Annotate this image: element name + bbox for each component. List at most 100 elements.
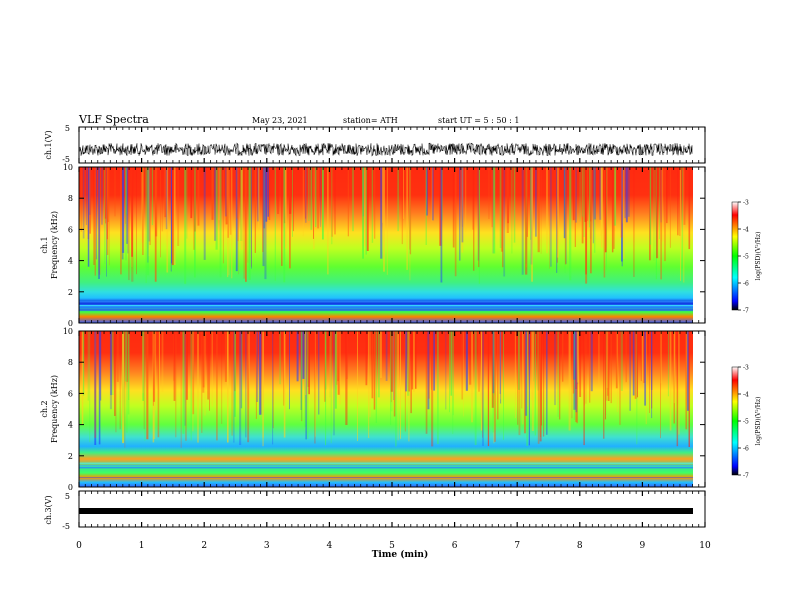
streaks1-streak <box>383 167 385 272</box>
streaks2-streak <box>610 331 612 404</box>
streaks1-streak <box>564 167 567 265</box>
streaks1-streak <box>365 167 367 255</box>
streaks1-streak <box>148 167 150 257</box>
streaks1-streak <box>386 167 388 275</box>
streaks1-streak <box>401 167 403 245</box>
streaks2-streak <box>186 331 188 400</box>
streaks2-streak <box>576 331 579 383</box>
streaks1-streak <box>322 167 324 240</box>
streaks1-streak <box>94 167 96 276</box>
streaks1-streak <box>331 167 333 237</box>
streaks1-streak <box>222 167 224 264</box>
time-tick-marks <box>78 127 706 527</box>
streaks2-band <box>79 477 693 478</box>
streaks1-streak <box>211 167 214 220</box>
streaks2-streak <box>676 331 679 447</box>
streaks2-streak <box>651 331 653 419</box>
streaks2-streak <box>336 331 338 381</box>
streaks2-streak <box>499 331 502 400</box>
streaks2-streak <box>233 331 235 443</box>
streaks2-streak <box>392 331 395 402</box>
ch3-waveform-panel: 5 -5 ch.3(V) <box>44 490 706 531</box>
streaks1-streak <box>431 167 433 222</box>
streaks1-streak <box>432 167 434 221</box>
streaks2-streak <box>632 331 635 396</box>
streaks2-streak <box>143 331 145 430</box>
streaks1-streak <box>491 167 493 228</box>
streaks2-streak <box>583 331 585 446</box>
streaks2-streak <box>302 331 305 379</box>
streaks1-streak <box>215 167 218 250</box>
streaks1-streak <box>227 167 229 238</box>
streaks1-streak <box>257 167 259 222</box>
streaks1-streak <box>285 167 287 249</box>
streaks2-streak <box>345 331 348 425</box>
streaks1-streak <box>681 167 683 269</box>
streaks1-streak <box>409 167 412 255</box>
streaks2-streak <box>571 331 573 419</box>
streaks1-streak <box>659 167 660 240</box>
streaks1-streak <box>669 167 671 248</box>
cbticks1-label: -7 <box>743 308 749 315</box>
streaks2-streak <box>227 331 229 443</box>
streaks2-streak <box>325 331 327 446</box>
streaks2-streak <box>201 331 203 433</box>
streaks1-streak <box>425 167 427 245</box>
streaks1-streak <box>601 167 603 248</box>
streaks2-streak <box>111 331 114 395</box>
streaks2-streak <box>239 331 242 445</box>
streaks2-streak <box>469 331 472 385</box>
streaks2-streak <box>375 331 377 423</box>
streaks1-streak <box>461 167 464 253</box>
streaks2-streak <box>346 331 348 379</box>
streaks1-streak <box>258 167 260 229</box>
streaks1-streak <box>627 167 630 217</box>
streaks1-streak <box>623 167 625 259</box>
streaks2-streak <box>645 331 647 425</box>
streaks2-streak <box>207 331 209 400</box>
streaks1-streak <box>625 167 628 223</box>
ch1-waveform-panel: 5 -5 ch.1(V) <box>44 124 706 164</box>
streaks2-streak <box>300 331 303 421</box>
streaks2-streak <box>480 331 483 431</box>
start-time-label: start UT = 5 : 50 : 1 <box>438 116 519 125</box>
streaks1-streak <box>142 167 144 255</box>
streaks2-streak <box>197 331 199 443</box>
streaks2-streak <box>678 331 680 435</box>
streaks2-streak <box>180 331 182 448</box>
streaks1-streak <box>289 167 291 269</box>
streaks1-streak <box>131 167 133 257</box>
streaks2-streak <box>405 331 408 392</box>
x-tick-label: 1 <box>139 541 145 551</box>
streaks1-streak <box>472 167 474 230</box>
streaks2-streak <box>514 331 516 419</box>
streaks2-streak <box>606 331 609 388</box>
streaks1-streak <box>131 167 134 282</box>
streaks1-streak <box>149 167 151 245</box>
ch1-spectrogram-channel: ch.1 <box>40 236 49 253</box>
date-label: May 23, 2021 <box>252 116 308 125</box>
yticks2-label: 10 <box>63 327 73 336</box>
streaks1-streak <box>664 167 666 262</box>
streaks2-streak <box>161 331 164 393</box>
streaks2-streak <box>433 331 435 391</box>
streaks1-streak <box>452 167 455 248</box>
streaks1-streak <box>107 167 109 222</box>
streaks2-streak <box>541 331 543 426</box>
streaks1-streak <box>426 167 428 216</box>
streaks2-streak <box>307 331 310 387</box>
streaks2-streak <box>336 331 338 385</box>
streaks2-streak <box>124 331 126 448</box>
streaks1-streak <box>148 167 151 242</box>
streaks2-streak <box>660 331 661 439</box>
streaks1-streak <box>549 167 550 269</box>
streaks2-streak <box>589 331 591 403</box>
streaks1-streak <box>127 167 129 254</box>
station-label: station= ATH <box>343 116 398 125</box>
streaks2-streak <box>240 331 242 409</box>
streaks1-streak <box>499 167 502 249</box>
streaks1-streak <box>281 167 283 266</box>
streaks2-streak <box>573 331 575 420</box>
streaks2-streak <box>216 331 218 441</box>
x-tick-label: 9 <box>640 541 646 551</box>
